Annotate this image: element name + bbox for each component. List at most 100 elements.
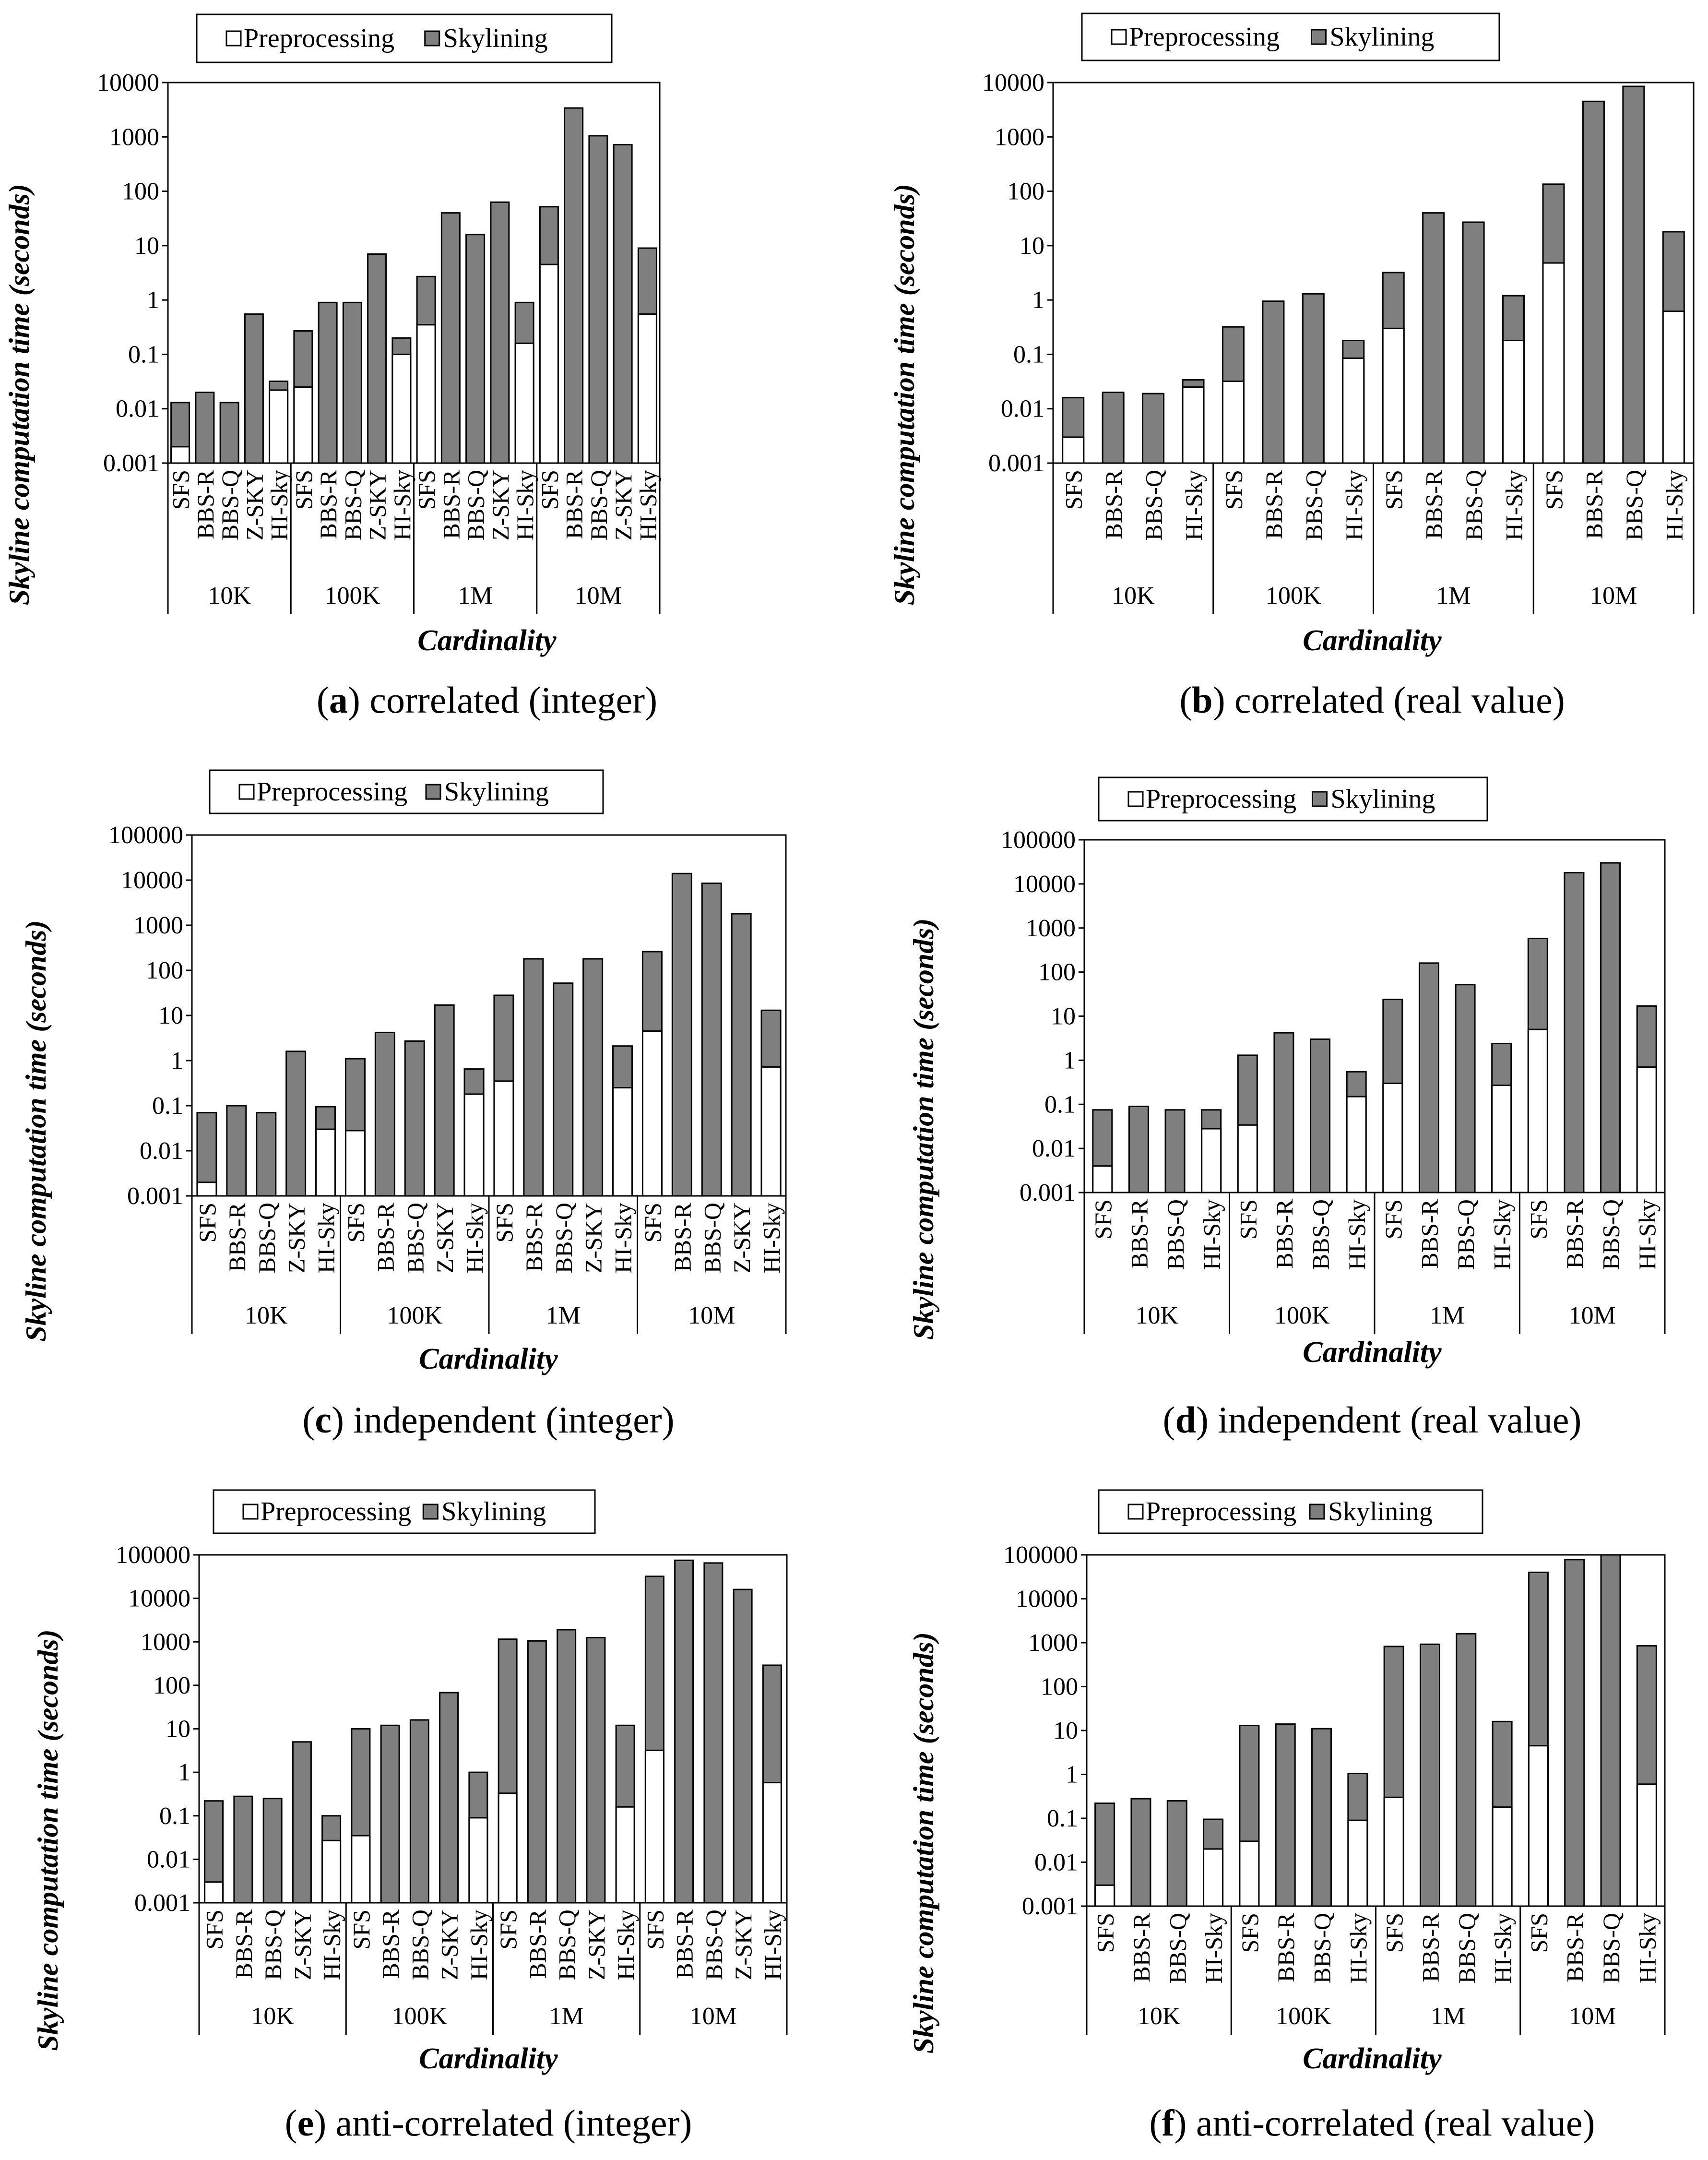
x-tick-label: BBS-Q	[1452, 1199, 1479, 1270]
bar-skylining	[1128, 1105, 1149, 1193]
x-tick-label: BBS-R	[1562, 1912, 1589, 1982]
y-axis-title: Skyline computation time (seconds)	[908, 1632, 939, 2053]
x-tick-label: BBS-R	[315, 469, 342, 539]
x-tick-label: BBS-Q	[1140, 470, 1167, 540]
legend-swatch-preprocessing	[1127, 1504, 1144, 1520]
bar-preprocessing	[760, 1066, 782, 1197]
bar-preprocessing	[1239, 1840, 1260, 1907]
bar-skylining	[285, 1050, 307, 1197]
bar-preprocessing	[1491, 1085, 1512, 1193]
bar-skylining	[582, 958, 604, 1197]
bar-preprocessing	[1492, 1806, 1513, 1907]
bar-skylining	[701, 883, 722, 1197]
x-tick-label: SFS	[1381, 1913, 1408, 1953]
y-tick-label: 1000	[109, 123, 159, 151]
bar-skylining	[1311, 1728, 1332, 1907]
bar-preprocessing	[321, 1839, 342, 1904]
x-tick-label: SFS	[1092, 1913, 1119, 1953]
x-tick-label: BBS-R	[1416, 1199, 1443, 1268]
x-tick-label: BBS-R	[377, 1909, 404, 1979]
bar-preprocessing	[1182, 386, 1205, 464]
plot-area	[191, 834, 787, 1197]
x-tick-label: SFS	[1525, 1199, 1552, 1239]
group-label: 10M	[690, 2003, 737, 2030]
bar-skylining	[409, 1719, 429, 1904]
legend-label-preprocessing: Preprocessing	[1146, 1497, 1296, 1527]
bar-skylining	[523, 958, 544, 1197]
y-tick-label: 10000	[121, 867, 183, 894]
x-axis-title: Cardinality	[1303, 624, 1442, 657]
bar-skylining	[374, 1031, 395, 1197]
bar-skylining	[367, 253, 387, 464]
legend-box	[1081, 12, 1500, 61]
y-axis-title: Skyline computation time (seconds)	[889, 184, 920, 605]
x-tick-label: Z-SKY	[728, 1203, 755, 1273]
x-tick-label: SFS	[1220, 470, 1247, 510]
x-tick-label: SFS	[1236, 1913, 1263, 1953]
x-tick-label: SFS	[201, 1909, 228, 1949]
y-tick-label: 1	[1063, 1047, 1076, 1074]
y-tick-label: 100000	[116, 1541, 190, 1569]
bar-preprocessing	[204, 1881, 224, 1904]
x-tick-label: SFS	[1380, 470, 1407, 510]
bar-preprocessing	[1237, 1124, 1258, 1193]
bar-preprocessing	[641, 1030, 663, 1197]
x-tick-label: BBS-R	[521, 1202, 547, 1272]
bar-skylining	[1422, 212, 1445, 464]
y-tick-label: 0.1	[1013, 341, 1044, 368]
caption-letter: b	[1192, 679, 1212, 721]
x-tick-label: HI-Sky	[1345, 1913, 1372, 1983]
y-tick-label: 1000	[995, 123, 1044, 151]
y-tick-label: 1000	[1028, 1629, 1078, 1657]
group-label: 1M	[546, 1302, 581, 1329]
x-tick-label: Z-SKY	[730, 1909, 757, 1980]
caption-paren-open: (	[1150, 2102, 1162, 2144]
y-tick-label: 10	[1020, 232, 1044, 260]
figure-caption: (c) independent (integer)	[302, 1399, 674, 1441]
x-tick-label: SFS	[348, 1909, 375, 1949]
x-tick-label: HI-Sky	[461, 1203, 488, 1273]
bar-preprocessing	[463, 1093, 485, 1197]
legend-label-skylining: Skylining	[1331, 784, 1435, 814]
x-axis-title: Cardinality	[417, 624, 557, 657]
y-tick-label: 0.01	[116, 395, 159, 423]
x-tick-label: Z-SKY	[364, 470, 391, 540]
x-tick-label: BBS-Q	[1307, 1199, 1334, 1270]
group-label: 10M	[688, 1302, 735, 1329]
bar-skylining	[439, 1692, 459, 1904]
legend-swatch-skylining	[1309, 1504, 1325, 1520]
bar-skylining	[1302, 293, 1325, 464]
x-tick-label: SFS	[639, 1203, 666, 1242]
bar-skylining	[1102, 392, 1125, 464]
x-tick-label: HI-Sky	[511, 470, 538, 540]
x-tick-label: BBS-R	[1260, 469, 1287, 539]
legend-box	[209, 769, 604, 814]
figure-caption: (f) anti-correlated (real value)	[1150, 2102, 1595, 2144]
y-tick-label: 0.1	[1044, 1091, 1076, 1118]
y-tick-label: 1	[171, 1047, 183, 1074]
x-tick-label: BBS-R	[671, 1909, 698, 1979]
legend-box	[196, 13, 613, 63]
x-tick-label: BBS-Q	[406, 1909, 433, 1980]
bar-skylining	[703, 1562, 724, 1904]
bar-skylining	[613, 143, 633, 464]
figure-caption: (b) correlated (real value)	[1179, 679, 1565, 721]
bar-skylining	[262, 1798, 283, 1904]
x-tick-label: SFS	[1525, 1913, 1552, 1953]
bar-skylining	[434, 1004, 455, 1197]
legend: Preprocessing Skylining	[1098, 1489, 1483, 1534]
x-tick-label: BBS-Q	[402, 1203, 428, 1273]
x-tick-label: Z-SKY	[431, 1203, 458, 1273]
legend-box	[213, 1489, 596, 1534]
x-tick-label: HI-Sky	[1501, 470, 1528, 540]
bar-skylining	[557, 1629, 577, 1904]
legend-label-skylining: Skylining	[1330, 22, 1435, 52]
y-tick-label: 100	[1041, 1673, 1078, 1701]
chart-panel-a: Preprocessing Skylining 0.001 0.01 0.1 1 10 100…	[3, 13, 661, 721]
y-tick-label: 10000	[128, 1585, 190, 1612]
x-tick-label: BBS-R	[524, 1909, 551, 1979]
bar-skylining	[674, 1559, 694, 1904]
legend-swatch-skylining	[422, 1504, 439, 1520]
x-tick-label: HI-Sky	[1489, 1913, 1516, 1983]
x-tick-label: BBS-Q	[253, 1203, 280, 1273]
